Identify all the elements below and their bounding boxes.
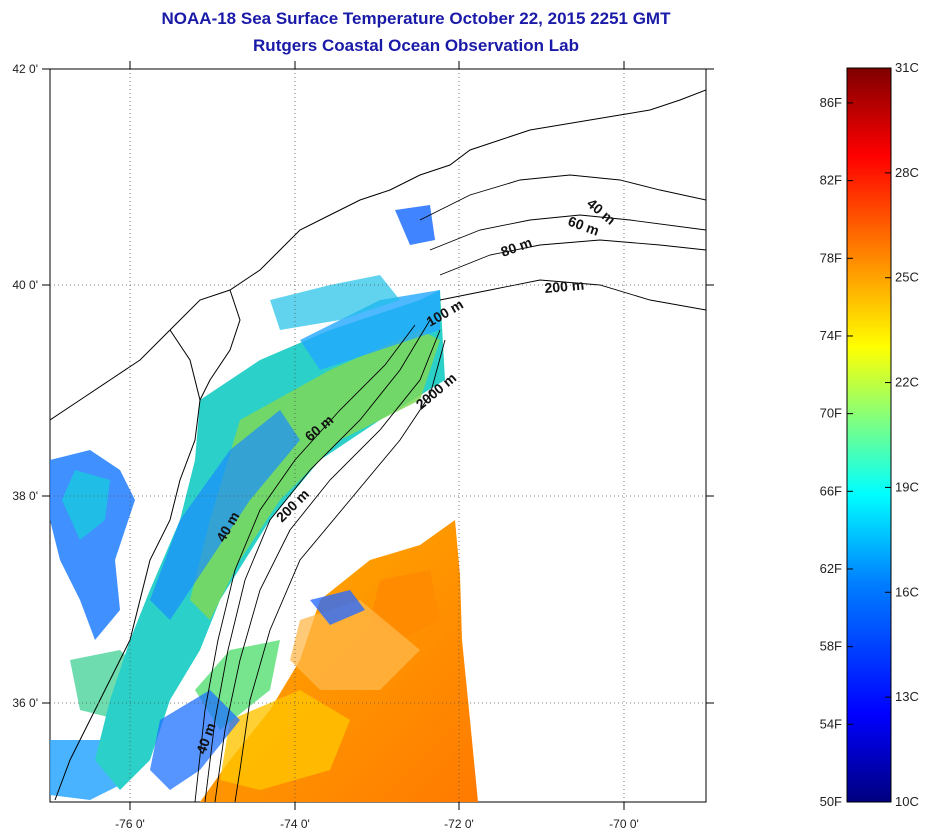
lon-tick-label: -76 0' — [115, 817, 145, 831]
lat-tick-labels: 42 0' 40 0' 38 0' 36 0' — [12, 62, 38, 710]
lon-tick-labels: -76 0' -74 0' -72 0' -70 0' — [115, 817, 639, 831]
map-subtitle: Rutgers Coastal Ocean Observation Lab — [253, 36, 579, 55]
colorbar-c-label: 31C — [895, 60, 919, 75]
bathymetry-contours — [194, 174, 706, 802]
colorbar-c-label: 25C — [895, 270, 919, 285]
colorbar-f-label: 74F — [820, 328, 842, 343]
lat-tick-label: 40 0' — [12, 278, 38, 292]
colorbar-c-label: 28C — [895, 165, 919, 180]
colorbar-c-label: 16C — [895, 584, 919, 599]
colorbar: 86F 82F 78F 74F 70F 66F 62F 58F 54F 50F 31C 28C 25C… — [820, 60, 919, 809]
sst-imagery — [50, 205, 478, 802]
colorbar-c-label: 19C — [895, 479, 919, 494]
lon-tick-label: -72 0' — [444, 817, 474, 831]
colorbar-f-label: 58F — [820, 639, 842, 654]
colorbar-f-label: 54F — [820, 716, 842, 731]
lat-tick-label: 42 0' — [12, 62, 38, 76]
colorbar-c-label: 13C — [895, 689, 919, 704]
colorbar-c-label: 22C — [895, 375, 919, 390]
colorbar-f-label: 78F — [820, 250, 842, 265]
lat-tick-label: 36 0' — [12, 696, 38, 710]
colorbar-f-label: 70F — [820, 406, 842, 421]
colorbar-c-label: 10C — [895, 794, 919, 809]
colorbar-gradient — [846, 67, 892, 803]
lat-tick-label: 38 0' — [12, 489, 38, 503]
colorbar-f-label: 86F — [820, 95, 842, 110]
contour-label: 200 m — [544, 277, 585, 296]
lon-tick-label: -70 0' — [609, 817, 639, 831]
colorbar-f-label: 62F — [820, 561, 842, 576]
colorbar-f-label: 66F — [820, 483, 842, 498]
colorbar-celsius-labels: 31C 28C 25C 22C 19C 16C 13C 10C — [885, 60, 919, 809]
map-title: NOAA-18 Sea Surface Temperature October … — [161, 9, 671, 28]
colorbar-fahrenheit-labels: 86F 82F 78F 74F 70F 66F 62F 58F 54F 50F — [820, 95, 853, 809]
graticule — [50, 69, 706, 802]
lon-tick-label: -74 0' — [280, 817, 310, 831]
coastline — [50, 89, 706, 421]
colorbar-f-label: 50F — [820, 794, 842, 809]
colorbar-f-label: 82F — [820, 173, 842, 188]
